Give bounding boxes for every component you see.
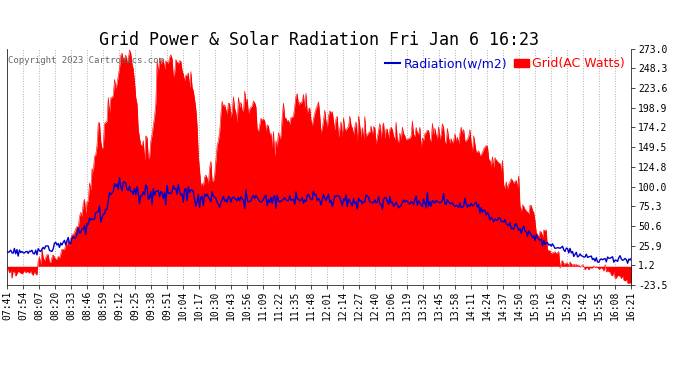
Title: Grid Power & Solar Radiation Fri Jan 6 16:23: Grid Power & Solar Radiation Fri Jan 6 1…	[99, 31, 539, 49]
Legend: Radiation(w/m2), Grid(AC Watts): Radiation(w/m2), Grid(AC Watts)	[385, 57, 625, 70]
Text: Copyright 2023 Cartronics.com: Copyright 2023 Cartronics.com	[8, 56, 164, 65]
